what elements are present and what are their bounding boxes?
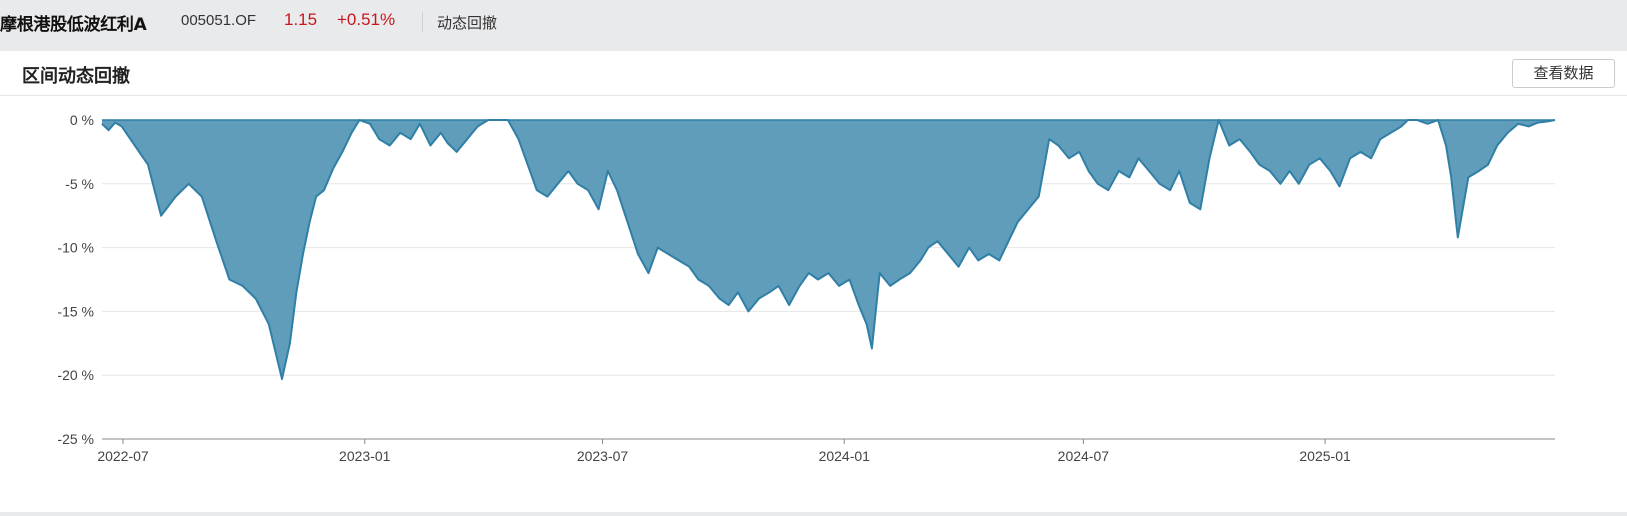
drawdown-area	[102, 120, 1555, 379]
y-tick-label: -15 %	[57, 303, 94, 319]
x-tick-label: 2023-01	[339, 448, 391, 464]
y-tick-label: -20 %	[57, 367, 94, 383]
y-tick-label: 0 %	[70, 112, 94, 128]
y-tick-label: -25 %	[57, 431, 94, 447]
y-tick-label: -10 %	[57, 240, 94, 256]
drawdown-chart: 0 % -5 % -10 % -15 % -20 % -25 %2022-07 2023-0…	[57, 112, 1556, 464]
x-tick-label: 2023-07	[577, 448, 629, 464]
top-bar: 摩根港股低波红利A 005051.OF 1.15 +0.51% 动态回撤	[0, 0, 1627, 48]
panel-title: 区间动态回撤	[22, 66, 130, 87]
drawdown-panel: 区间动态回撤 查看数据 0 % -5 % -10 % -15 % -20 % -25 % 2…	[0, 51, 1627, 512]
panel-header: 区间动态回撤 查看数据	[0, 51, 1627, 96]
nav-drawdown-label[interactable]: 动态回撤	[437, 14, 498, 32]
fund-change: +0.51%	[337, 10, 396, 29]
fund-code: 005051.OF	[181, 12, 257, 29]
header-divider	[422, 12, 423, 32]
x-tick-label: 2025-01	[1299, 448, 1351, 464]
fund-price: 1.15	[284, 10, 318, 29]
drawdown-line	[101, 119, 1556, 380]
fund-name: 摩根港股低波红利A	[0, 15, 147, 35]
y-tick-label: -5 %	[65, 176, 94, 192]
x-tick-label: 2024-07	[1058, 448, 1110, 464]
chart-container: 0 % -5 % -10 % -15 % -20 % -25 % 2022-07 2023-0…	[0, 97, 1627, 512]
x-tick-label: 2022-07	[97, 448, 149, 464]
x-tick-label: 2024-01	[819, 448, 871, 464]
view-data-button[interactable]: 查看数据	[1512, 59, 1615, 88]
